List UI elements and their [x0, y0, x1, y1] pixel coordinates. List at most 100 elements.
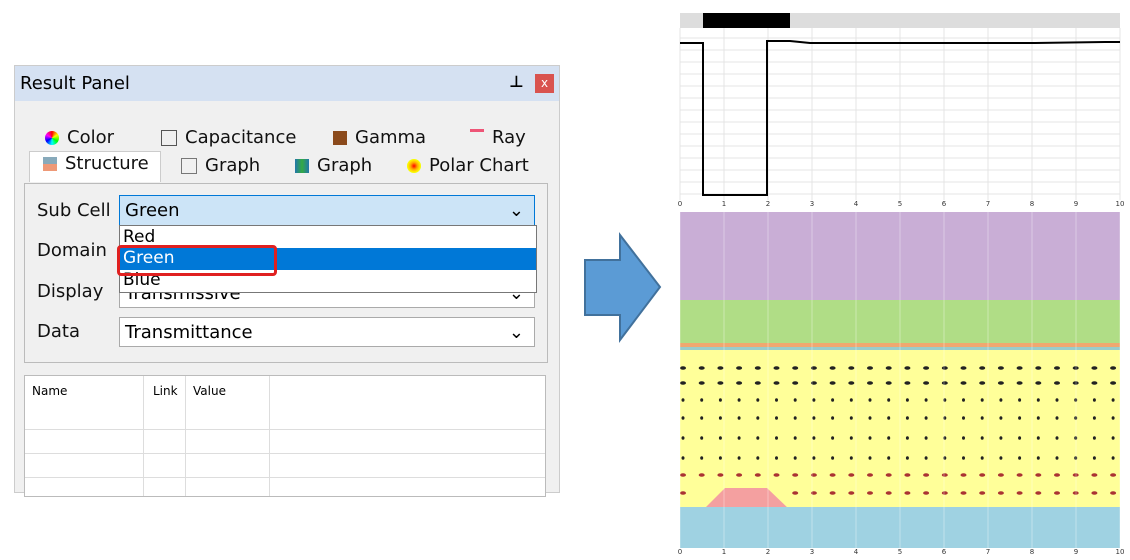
tab[interactable]: Color [45, 127, 114, 148]
lc-molecule [775, 456, 778, 460]
lc-molecule [700, 416, 704, 420]
lc-molecule [831, 398, 835, 402]
lc-molecule [1074, 398, 1078, 402]
lc-molecule [1110, 366, 1117, 370]
lc-molecule [1111, 416, 1115, 420]
lc-molecule [1092, 416, 1096, 420]
x-tick-label: 2 [766, 200, 770, 208]
result-panel: Result Panel ⊥ x Color Capacitance Gamma… [14, 65, 560, 497]
combo-data[interactable]: Transmittance ⌄ [119, 317, 535, 347]
x-tick-label: 10 [1116, 548, 1125, 556]
lc-molecule [999, 398, 1003, 402]
lc-molecule [810, 381, 817, 385]
tab[interactable]: Capacitance [161, 127, 296, 148]
lc-molecule [943, 436, 947, 440]
pin-button[interactable]: ⊥ [509, 72, 524, 91]
x-tick-label: 5 [898, 548, 902, 556]
lc-molecule [1111, 398, 1115, 402]
lc-molecule [885, 381, 892, 385]
lc-molecule [810, 473, 817, 477]
lc-molecule [943, 416, 947, 420]
lc-molecule [829, 473, 836, 477]
combo-value: Green [125, 200, 180, 221]
lc-molecule [754, 366, 761, 370]
x-tick-label: 3 [810, 200, 814, 208]
lc-molecule [754, 381, 761, 385]
lc-molecule [904, 366, 911, 370]
field-label: Sub Cell [37, 200, 111, 221]
lc-molecule [775, 416, 778, 420]
lc-molecule [1074, 416, 1078, 420]
lc-molecule [810, 366, 817, 370]
lc-molecule [1110, 473, 1117, 477]
lc-molecule [1016, 381, 1023, 385]
panel-title: Result Panel [20, 73, 130, 94]
x-tick-label: 8 [1030, 200, 1034, 208]
lc-molecule [756, 416, 760, 420]
lc-molecule [923, 491, 930, 495]
lc-molecule [737, 436, 741, 440]
lc-molecule [718, 416, 722, 420]
lc-molecule [680, 366, 686, 370]
lc-molecule [698, 366, 705, 370]
lc-molecule [980, 456, 984, 460]
lc-molecule [867, 381, 873, 385]
lc-molecule [1018, 456, 1022, 460]
lc-molecule [680, 381, 686, 385]
lc-molecule [943, 456, 947, 460]
lc-molecule [756, 398, 760, 402]
lc-molecule [997, 473, 1004, 477]
lc-molecule [700, 398, 704, 402]
lc-molecule [793, 456, 797, 460]
x-tick-label: 7 [986, 200, 990, 208]
lc-molecule [810, 491, 817, 495]
tab[interactable]: Gamma [333, 127, 426, 148]
lc-molecule [812, 416, 816, 420]
tab[interactable]: Polar Chart [407, 155, 529, 176]
option[interactable]: Red [123, 227, 156, 247]
lc-molecule [775, 436, 778, 440]
lc-molecule [1035, 381, 1042, 385]
lc-molecule [1054, 366, 1060, 370]
lc-molecule [849, 436, 853, 440]
lc-molecule [1036, 436, 1040, 440]
combo-sub-cell[interactable]: Green ⌄ [119, 195, 535, 226]
tab[interactable]: Graph [181, 155, 260, 176]
lc-molecule [867, 473, 873, 477]
lc-molecule [737, 456, 741, 460]
lc-molecule [1110, 381, 1117, 385]
lc-molecule [924, 456, 928, 460]
lc-molecule [868, 456, 872, 460]
tab-label: Polar Chart [429, 155, 529, 176]
lc-molecule [1055, 456, 1059, 460]
arrow [584, 232, 662, 343]
close-button[interactable]: x [535, 74, 554, 93]
lc-molecule [736, 381, 743, 385]
lc-molecule [1111, 436, 1115, 440]
tab[interactable]: Graph [295, 155, 372, 176]
lc-molecule [1054, 381, 1060, 385]
lc-molecule [924, 398, 928, 402]
lc-molecule [943, 398, 947, 402]
x-tick-label: 9 [1074, 200, 1078, 208]
option-label: Green [123, 248, 175, 268]
lc-molecule [1018, 398, 1022, 402]
field-label: Data [37, 321, 80, 342]
lc-molecule [1035, 366, 1042, 370]
lc-molecule [681, 398, 685, 402]
lc-molecule [997, 381, 1004, 385]
column-header: Link [153, 384, 178, 398]
lc-molecule [1092, 398, 1096, 402]
x-tick-label: 6 [942, 200, 947, 208]
lc-molecule [718, 456, 722, 460]
tab[interactable]: Ray [470, 127, 526, 148]
lc-molecule [792, 366, 799, 370]
lc-molecule [999, 436, 1003, 440]
lc-molecule [1111, 456, 1115, 460]
lc-molecule [831, 436, 835, 440]
lc-molecule [773, 366, 780, 370]
highlight-box [117, 245, 277, 276]
tab[interactable]: Structure [43, 153, 149, 174]
lc-molecule [792, 381, 799, 385]
option-selected[interactable]: Green [120, 248, 536, 270]
